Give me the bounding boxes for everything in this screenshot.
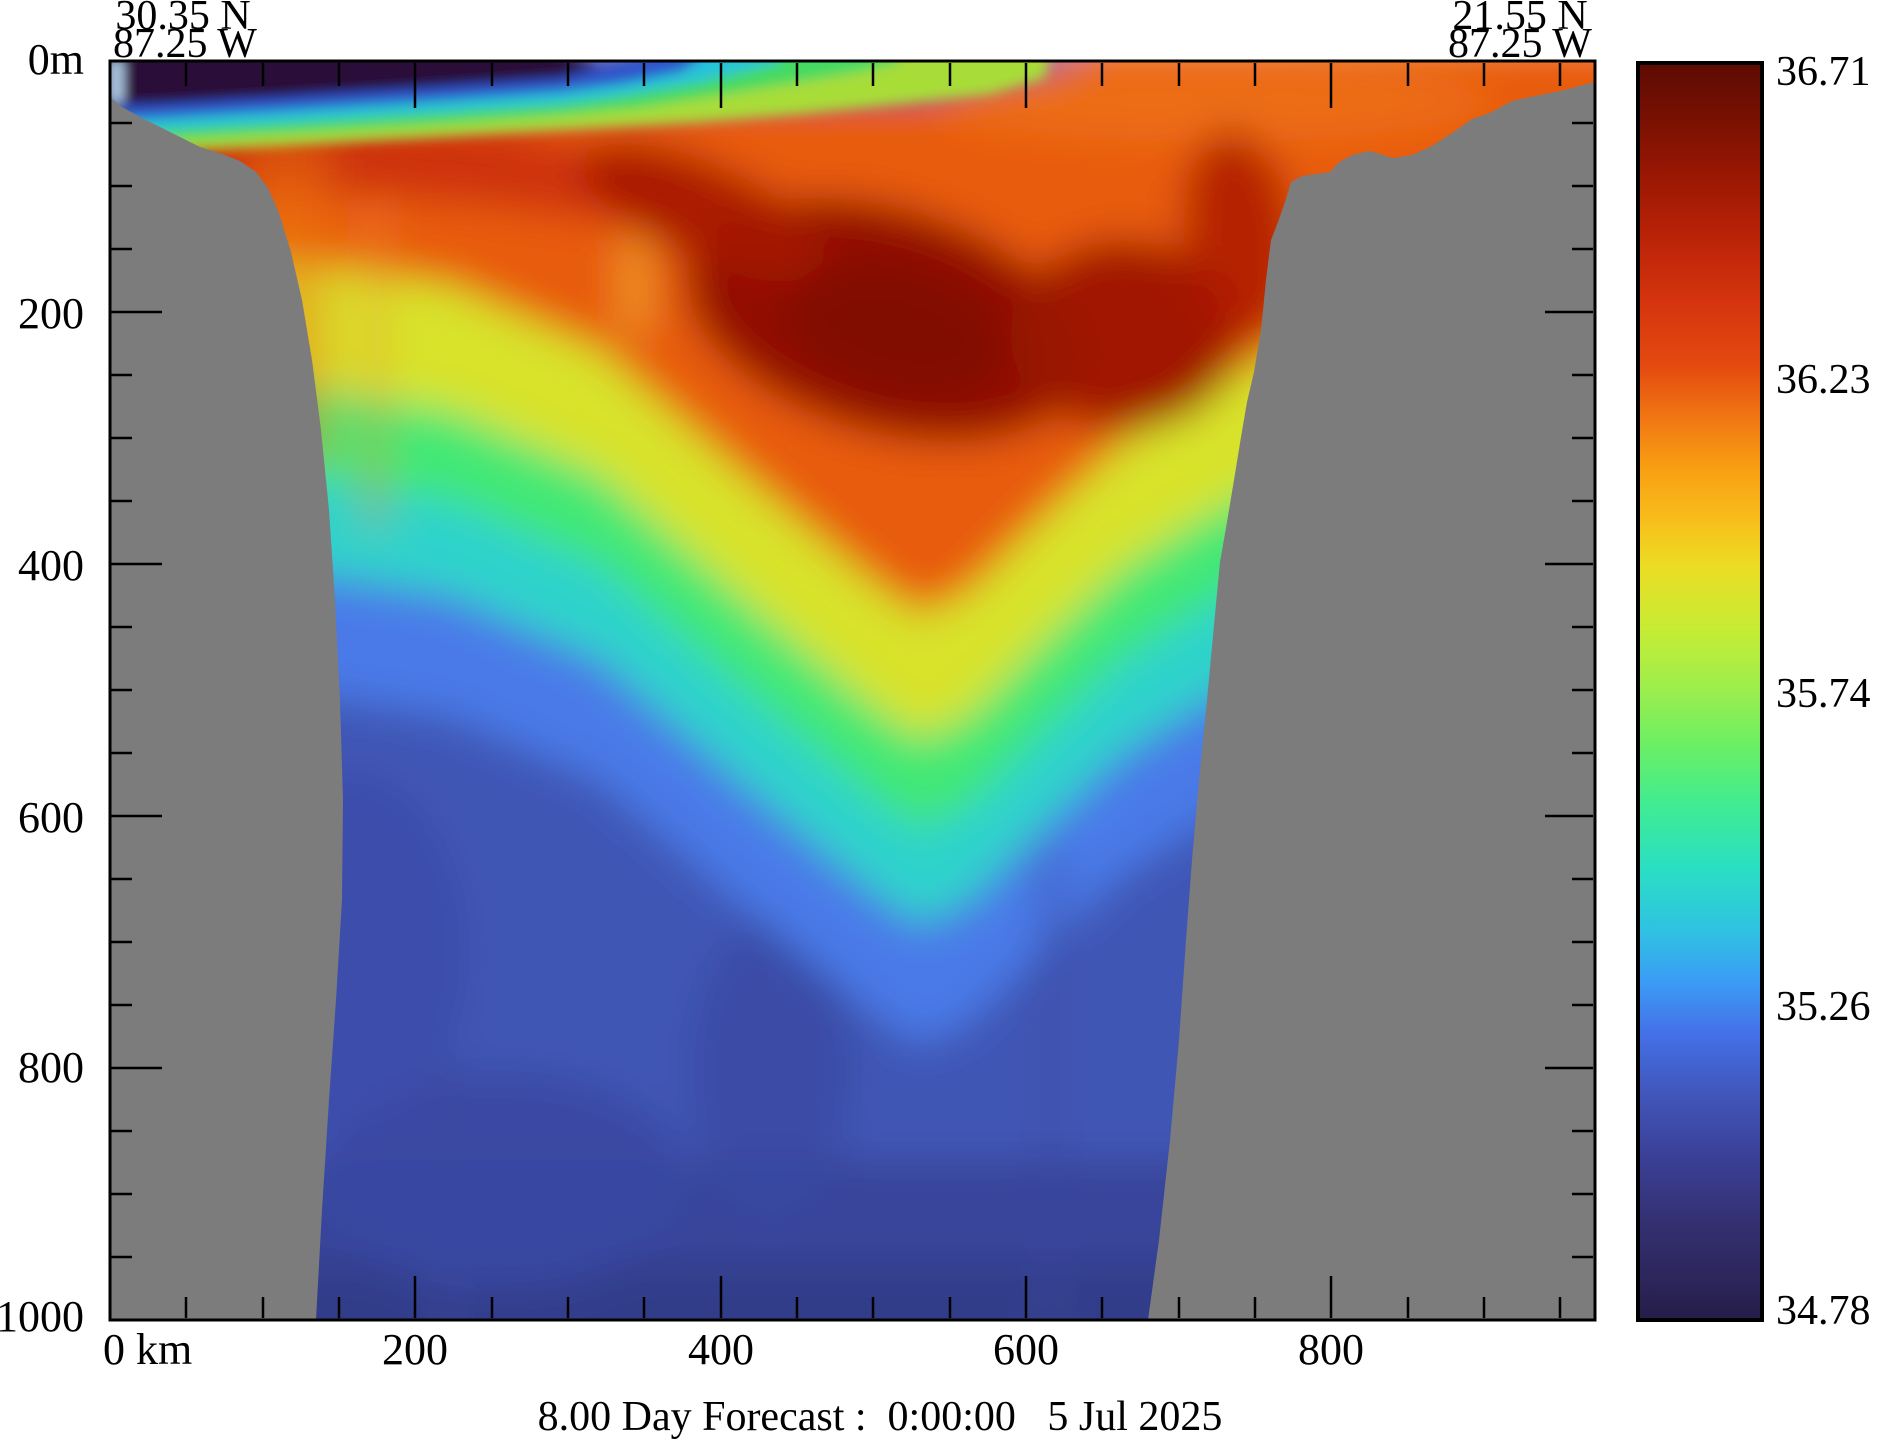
depth-tick-label-600: 600 [18,793,84,842]
colorbar-tick-label-3: 35.74 [1776,671,1871,717]
transect-end-latitude: 21.55 N [1452,0,1588,39]
distance-tick-label-200: 200 [382,1325,448,1374]
colorbar-tick-label-max: 36.71 [1776,49,1871,95]
distance-tick-label-800: 800 [1298,1325,1364,1374]
plot-frame [108,59,1597,1322]
transect-end-longitude: 87.25 W [1448,21,1592,67]
distance-axis-origin-label: 0 km [103,1325,193,1374]
land-mask [111,82,1594,1320]
depth-tick-label-1000: 1000 [0,1292,84,1341]
land-right-slope [1148,82,1594,1320]
transect-start-latitude: 30.35 N [115,0,251,39]
depth-tick-label-400: 400 [18,541,84,590]
land-left-slope [111,97,343,1320]
depth-axis-surface-label: 0m [27,35,84,84]
colorbar-tick-label-min: 34.78 [1776,1288,1871,1334]
colorbar-tick-label-2: 36.23 [1776,357,1871,403]
forecast-caption: 8.00 Day Forecast : 0:00:00 5 Jul 2025 [537,1394,1223,1440]
axis-ticks [111,63,1593,1318]
distance-tick-label-400: 400 [688,1325,754,1374]
colorbar [1636,61,1764,1322]
transect-start-longitude: 87.25 W [113,21,257,67]
colorbar-tick-label-4: 35.26 [1776,984,1871,1030]
depth-tick-label-800: 800 [18,1043,84,1092]
distance-tick-label-600: 600 [993,1325,1059,1374]
depth-tick-label-200: 200 [18,289,84,338]
